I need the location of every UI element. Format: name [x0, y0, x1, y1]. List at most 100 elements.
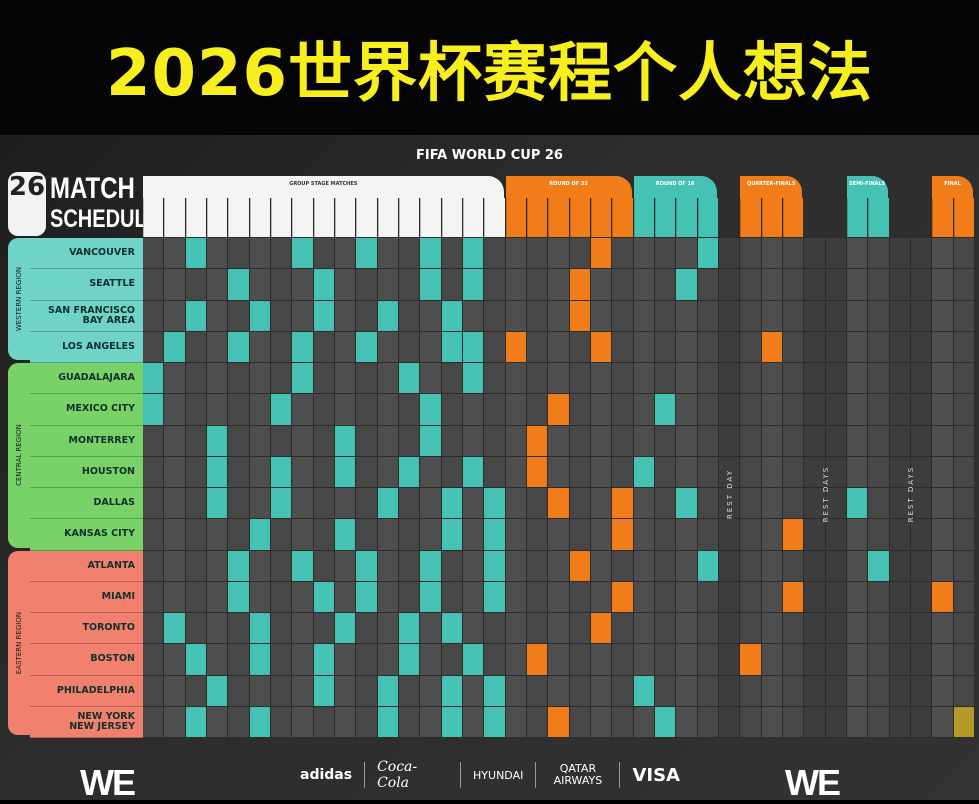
match-cell[interactable] — [269, 393, 293, 426]
match-cell[interactable] — [547, 486, 570, 520]
match-cell[interactable] — [312, 643, 335, 676]
match-cell[interactable] — [205, 486, 229, 520]
match-cell[interactable] — [355, 236, 378, 270]
match-cell[interactable] — [461, 236, 485, 270]
match-cell[interactable] — [184, 299, 208, 332]
match-cell[interactable] — [205, 424, 229, 457]
match-cell[interactable] — [312, 580, 335, 614]
match-cell[interactable] — [504, 330, 527, 364]
match-cell[interactable] — [419, 393, 442, 426]
match-cell[interactable] — [312, 674, 335, 707]
match-cell[interactable] — [483, 486, 506, 520]
match-cell[interactable] — [184, 643, 208, 676]
match-cell[interactable] — [333, 424, 357, 457]
match-cell[interactable] — [291, 330, 314, 364]
match-cell[interactable] — [547, 705, 570, 739]
match-cell[interactable] — [440, 518, 463, 551]
match-cell[interactable] — [227, 549, 250, 582]
match-cell[interactable] — [845, 486, 869, 520]
match-cell[interactable] — [483, 549, 506, 582]
match-cell[interactable] — [163, 330, 186, 364]
match-cell[interactable] — [333, 455, 357, 489]
match-cell[interactable] — [333, 518, 357, 551]
match-cell[interactable] — [461, 455, 485, 489]
match-cell[interactable] — [483, 705, 506, 739]
match-cell[interactable] — [440, 299, 463, 332]
match-cell[interactable] — [397, 611, 421, 645]
match-cell[interactable] — [781, 580, 805, 614]
match-cell[interactable] — [419, 424, 442, 457]
match-cell[interactable] — [397, 643, 421, 676]
match-cell[interactable] — [611, 580, 634, 614]
match-cell[interactable] — [931, 580, 954, 614]
match-cell[interactable] — [867, 549, 890, 582]
match-cell[interactable] — [440, 330, 463, 364]
match-cell[interactable] — [419, 268, 442, 301]
match-cell[interactable] — [739, 643, 762, 676]
match-cell[interactable] — [419, 236, 442, 270]
match-cell[interactable] — [696, 236, 719, 270]
match-cell[interactable] — [248, 299, 271, 332]
match-cell[interactable] — [589, 330, 613, 364]
match-cell[interactable] — [184, 705, 208, 739]
match-cell[interactable] — [227, 330, 250, 364]
match-cell[interactable] — [376, 486, 399, 520]
match-cell[interactable] — [163, 611, 186, 645]
match-cell[interactable] — [291, 236, 314, 270]
match-cell[interactable] — [461, 330, 485, 364]
match-cell[interactable] — [483, 580, 506, 614]
match-cell[interactable] — [461, 268, 485, 301]
match-cell[interactable] — [355, 549, 378, 582]
match-cell[interactable] — [269, 486, 293, 520]
match-cell[interactable] — [461, 361, 485, 395]
match-cell[interactable] — [355, 580, 378, 614]
match-cell[interactable] — [483, 518, 506, 551]
match-cell[interactable] — [696, 549, 719, 582]
match-cell[interactable] — [248, 611, 271, 645]
match-cell[interactable] — [675, 486, 698, 520]
match-cell[interactable] — [248, 518, 271, 551]
match-cell[interactable] — [205, 455, 229, 489]
match-cell[interactable] — [440, 705, 463, 739]
match-cell[interactable] — [376, 674, 399, 707]
match-cell[interactable] — [248, 705, 271, 739]
match-cell[interactable] — [461, 643, 485, 676]
match-cell[interactable] — [547, 393, 570, 426]
match-cell[interactable] — [675, 268, 698, 301]
match-cell[interactable] — [227, 268, 250, 301]
match-cell[interactable] — [419, 549, 442, 582]
match-cell[interactable] — [568, 268, 591, 301]
match-cell[interactable] — [376, 299, 399, 332]
match-cell[interactable] — [760, 330, 783, 364]
match-cell[interactable] — [376, 705, 399, 739]
match-cell[interactable] — [397, 455, 421, 489]
match-cell[interactable] — [611, 518, 634, 551]
match-cell[interactable] — [525, 424, 549, 457]
match-cell[interactable] — [589, 611, 613, 645]
match-cell[interactable] — [184, 236, 208, 270]
match-cell[interactable] — [589, 236, 613, 270]
match-cell[interactable] — [653, 705, 677, 739]
match-cell[interactable] — [781, 518, 805, 551]
match-cell[interactable] — [141, 393, 165, 426]
match-cell[interactable] — [632, 674, 655, 707]
match-cell[interactable] — [227, 580, 250, 614]
match-cell[interactable] — [653, 393, 677, 426]
match-cell[interactable] — [440, 674, 463, 707]
match-cell[interactable] — [611, 486, 634, 520]
match-cell[interactable] — [483, 674, 506, 707]
match-cell[interactable] — [397, 361, 421, 395]
match-cell[interactable] — [291, 549, 314, 582]
match-cell[interactable] — [291, 361, 314, 395]
match-cell[interactable] — [419, 580, 442, 614]
match-cell[interactable] — [440, 611, 463, 645]
match-cell[interactable] — [269, 455, 293, 489]
match-cell[interactable] — [525, 643, 549, 676]
match-cell[interactable] — [568, 299, 591, 332]
match-cell[interactable] — [312, 268, 335, 301]
match-cell[interactable] — [333, 611, 357, 645]
match-cell[interactable] — [312, 299, 335, 332]
match-cell[interactable] — [440, 486, 463, 520]
match-cell[interactable] — [248, 643, 271, 676]
match-cell[interactable] — [632, 455, 655, 489]
